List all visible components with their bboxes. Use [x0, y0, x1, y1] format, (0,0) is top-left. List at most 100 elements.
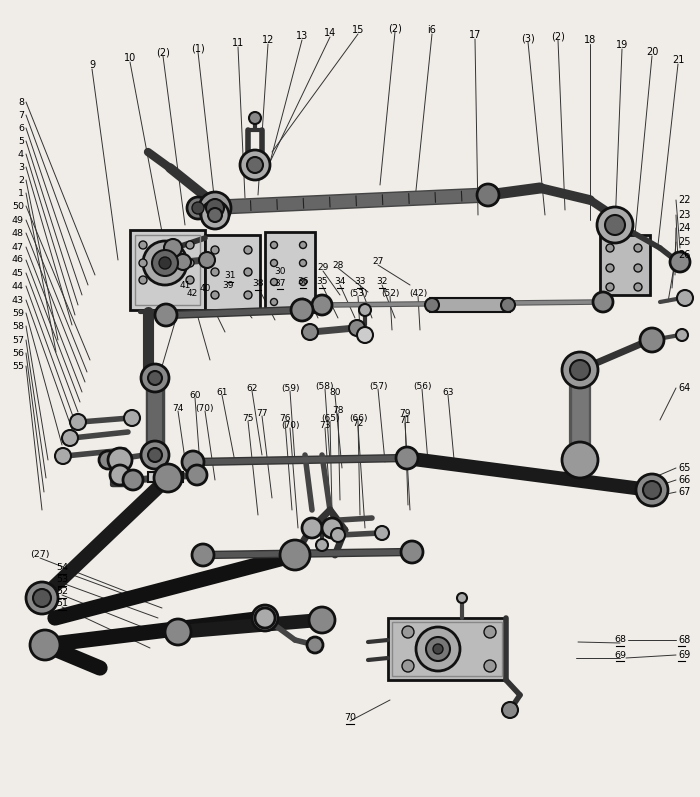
- Text: 14: 14: [324, 28, 336, 38]
- Circle shape: [208, 208, 222, 222]
- Circle shape: [141, 364, 169, 392]
- Circle shape: [211, 268, 219, 276]
- Text: 64: 64: [678, 383, 690, 393]
- Text: 8: 8: [18, 97, 24, 107]
- Circle shape: [300, 241, 307, 249]
- Text: 15: 15: [352, 25, 364, 35]
- Circle shape: [349, 320, 365, 336]
- Circle shape: [187, 465, 207, 485]
- Text: 79: 79: [399, 409, 411, 418]
- Circle shape: [164, 239, 182, 257]
- Circle shape: [30, 630, 60, 660]
- Text: 6: 6: [18, 124, 24, 132]
- Text: 11: 11: [232, 38, 244, 48]
- Text: (53): (53): [349, 289, 368, 297]
- Circle shape: [159, 257, 171, 269]
- Circle shape: [270, 278, 277, 285]
- Text: i6: i6: [428, 25, 436, 35]
- Text: 30: 30: [274, 268, 286, 277]
- Text: 63: 63: [442, 387, 454, 396]
- Circle shape: [484, 626, 496, 638]
- Text: 46: 46: [12, 256, 24, 265]
- Circle shape: [597, 207, 633, 243]
- Circle shape: [143, 241, 187, 285]
- Circle shape: [457, 593, 467, 603]
- Circle shape: [192, 544, 214, 566]
- Text: 45: 45: [12, 269, 24, 277]
- Text: 58: 58: [12, 321, 24, 331]
- Circle shape: [606, 264, 614, 272]
- Circle shape: [139, 259, 147, 267]
- Circle shape: [302, 518, 322, 538]
- Text: 2: 2: [18, 175, 24, 184]
- Circle shape: [280, 540, 310, 570]
- Circle shape: [199, 192, 231, 224]
- Circle shape: [312, 295, 332, 315]
- Text: 19: 19: [616, 40, 628, 50]
- Text: (1): (1): [191, 43, 205, 53]
- Bar: [388, 618, 506, 680]
- Circle shape: [123, 470, 143, 490]
- Circle shape: [331, 528, 345, 542]
- Circle shape: [570, 360, 590, 380]
- Text: 26: 26: [678, 250, 690, 260]
- Text: 10: 10: [124, 53, 136, 63]
- Text: 9: 9: [89, 60, 95, 70]
- Text: 52: 52: [56, 587, 68, 596]
- Text: 48: 48: [12, 229, 24, 238]
- Text: 74: 74: [172, 403, 183, 413]
- Text: 53: 53: [56, 575, 68, 584]
- Circle shape: [322, 518, 342, 538]
- Text: (66): (66): [349, 414, 368, 422]
- Circle shape: [211, 291, 219, 299]
- Circle shape: [255, 608, 275, 628]
- Circle shape: [187, 197, 209, 219]
- Circle shape: [634, 264, 642, 272]
- Circle shape: [670, 252, 690, 272]
- Text: 41: 41: [179, 281, 190, 289]
- Circle shape: [501, 298, 515, 312]
- Text: 51: 51: [56, 599, 68, 608]
- Circle shape: [605, 215, 625, 235]
- Text: 60: 60: [189, 391, 201, 399]
- Circle shape: [26, 582, 58, 614]
- Text: 69: 69: [678, 650, 690, 660]
- Text: (2): (2): [388, 23, 402, 33]
- Circle shape: [426, 637, 450, 661]
- Bar: [600, 235, 650, 295]
- Text: 71: 71: [399, 415, 411, 425]
- Circle shape: [562, 442, 598, 478]
- Circle shape: [244, 268, 252, 276]
- Circle shape: [154, 464, 182, 492]
- Circle shape: [302, 324, 318, 340]
- Text: (27): (27): [30, 551, 50, 559]
- Text: 69: 69: [614, 650, 626, 659]
- Text: (42): (42): [409, 289, 427, 297]
- Circle shape: [357, 327, 373, 343]
- Text: 31: 31: [224, 272, 236, 281]
- Text: 28: 28: [332, 261, 344, 269]
- Text: 3: 3: [18, 163, 24, 171]
- Circle shape: [640, 328, 664, 352]
- Circle shape: [192, 202, 204, 214]
- Circle shape: [270, 260, 277, 266]
- Text: (70): (70): [281, 421, 300, 430]
- Text: 18: 18: [584, 35, 596, 45]
- Text: 78: 78: [332, 406, 344, 414]
- Circle shape: [643, 481, 661, 499]
- Text: 40: 40: [199, 284, 211, 292]
- Circle shape: [502, 702, 518, 718]
- Bar: [392, 622, 502, 676]
- Text: 12: 12: [262, 35, 274, 45]
- Circle shape: [252, 605, 278, 631]
- Text: 20: 20: [646, 47, 658, 57]
- Circle shape: [165, 619, 191, 645]
- Text: 39: 39: [223, 281, 234, 289]
- Bar: [430, 298, 510, 312]
- Text: 80: 80: [329, 387, 341, 396]
- Bar: [135, 235, 200, 305]
- Text: 24: 24: [678, 223, 690, 233]
- Circle shape: [110, 465, 130, 485]
- Text: 21: 21: [672, 55, 684, 65]
- Bar: [130, 230, 205, 310]
